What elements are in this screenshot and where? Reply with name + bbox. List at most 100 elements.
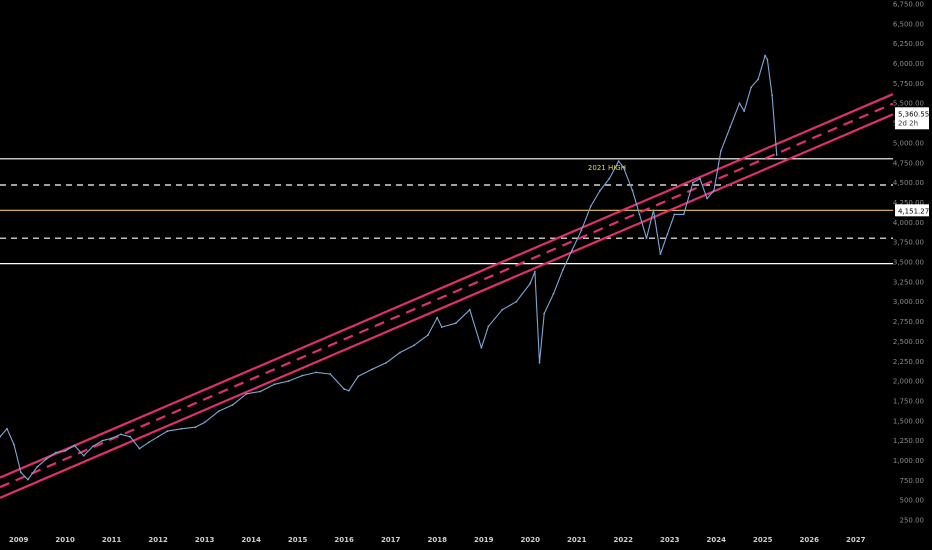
last-price-value: 5,360.55 xyxy=(898,110,929,118)
price-point xyxy=(454,322,457,325)
x-tick-label: 2026 xyxy=(800,536,820,544)
y-tick-label: 3,000.00 xyxy=(893,298,924,306)
price-point xyxy=(487,325,490,328)
y-tick-label: 4,500.00 xyxy=(893,179,924,187)
y-tick-label: 5,000.00 xyxy=(893,139,924,147)
price-point xyxy=(738,102,741,105)
y-tick-label: 5,750.00 xyxy=(893,80,924,88)
y-tick-label: 750.00 xyxy=(900,477,925,485)
y-tick-label: 1,500.00 xyxy=(893,417,924,425)
price-point xyxy=(764,54,766,57)
price-point xyxy=(273,383,276,386)
price-point xyxy=(20,471,22,474)
y-tick-label: 6,250.00 xyxy=(893,40,924,48)
y-tick-label: 250.00 xyxy=(900,517,925,525)
price-point xyxy=(329,373,332,375)
price-point xyxy=(608,177,611,180)
x-tick-label: 2010 xyxy=(55,536,75,544)
gold-level-value: 4,151.27 xyxy=(898,207,929,215)
price-point xyxy=(638,213,641,216)
price-point xyxy=(64,450,67,452)
price-point xyxy=(750,86,753,89)
price-point xyxy=(589,205,592,208)
price-point xyxy=(13,443,15,446)
price-point xyxy=(203,421,206,424)
price-point xyxy=(440,326,443,329)
price-point xyxy=(561,269,564,271)
price-point xyxy=(622,165,625,168)
y-tick-label: 3,750.00 xyxy=(893,239,924,247)
price-point xyxy=(720,149,722,152)
x-tick-label: 2022 xyxy=(613,536,633,544)
price-point xyxy=(371,368,373,371)
y-tick-label: 6,750.00 xyxy=(893,0,924,8)
y-tick-label: 3,500.00 xyxy=(893,259,924,267)
price-point xyxy=(743,110,746,113)
x-tick-label: 2020 xyxy=(520,536,540,544)
price-point xyxy=(101,439,104,442)
price-point xyxy=(180,427,183,430)
level-label: 2021 HIGH xyxy=(588,164,626,172)
y-tick-label: 4,250.00 xyxy=(893,199,924,207)
price-point xyxy=(54,451,57,454)
price-point xyxy=(543,312,546,315)
y-tick-label: 1,750.00 xyxy=(893,397,924,405)
price-point xyxy=(617,160,620,163)
price-point xyxy=(631,189,634,192)
price-point xyxy=(245,392,248,395)
price-point xyxy=(538,361,541,364)
price-point xyxy=(515,300,518,303)
y-tick-label: 2,000.00 xyxy=(893,378,924,386)
price-point xyxy=(147,441,150,444)
last-price-countdown: 2d 2h xyxy=(898,119,918,127)
price-point xyxy=(599,189,601,192)
price-point xyxy=(194,426,197,429)
price-point xyxy=(529,282,532,285)
last-price-tag xyxy=(895,107,929,130)
price-point xyxy=(426,334,429,336)
price-point xyxy=(0,435,1,438)
price-point xyxy=(129,435,132,438)
price-point xyxy=(399,351,401,354)
x-tick-label: 2011 xyxy=(102,536,122,544)
price-point xyxy=(231,404,234,406)
price-point xyxy=(287,380,290,383)
price-series xyxy=(0,54,778,481)
price-point xyxy=(347,389,350,392)
price-point xyxy=(729,126,732,128)
price-point xyxy=(666,233,669,236)
price-point xyxy=(757,78,760,81)
price-point xyxy=(533,270,536,273)
price-point xyxy=(713,189,715,192)
price-point xyxy=(682,213,685,216)
channel-upper-line xyxy=(0,93,894,479)
price-point xyxy=(659,253,662,255)
y-tick-label: 6,500.00 xyxy=(893,20,924,28)
price-point xyxy=(580,229,583,232)
price-point xyxy=(138,447,141,450)
price-point xyxy=(357,375,360,378)
price-point xyxy=(552,292,555,295)
x-tick-label: 2025 xyxy=(753,536,773,544)
x-tick-label: 2013 xyxy=(195,536,215,544)
price-point xyxy=(36,465,39,468)
channel-mid-line xyxy=(0,102,894,489)
price-point xyxy=(6,427,8,430)
price-point xyxy=(385,361,387,364)
x-tick-label: 2027 xyxy=(846,536,866,544)
price-point xyxy=(645,237,648,240)
y-tick-label: 4,750.00 xyxy=(893,159,924,167)
y-tick-label: 500.00 xyxy=(900,497,925,505)
x-tick-label: 2016 xyxy=(334,536,354,544)
price-point xyxy=(157,435,160,438)
regression-channel xyxy=(0,93,894,499)
price-point xyxy=(480,346,483,349)
price-point xyxy=(436,316,439,319)
x-axis: 2009 2010 2011 2012 2013 2014 2015 2016 2017 2018… xyxy=(9,536,866,544)
price-point xyxy=(501,308,504,311)
x-tick-label: 2009 xyxy=(9,536,29,544)
price-point xyxy=(27,478,29,481)
price-point xyxy=(699,177,701,180)
price-point xyxy=(343,388,346,390)
